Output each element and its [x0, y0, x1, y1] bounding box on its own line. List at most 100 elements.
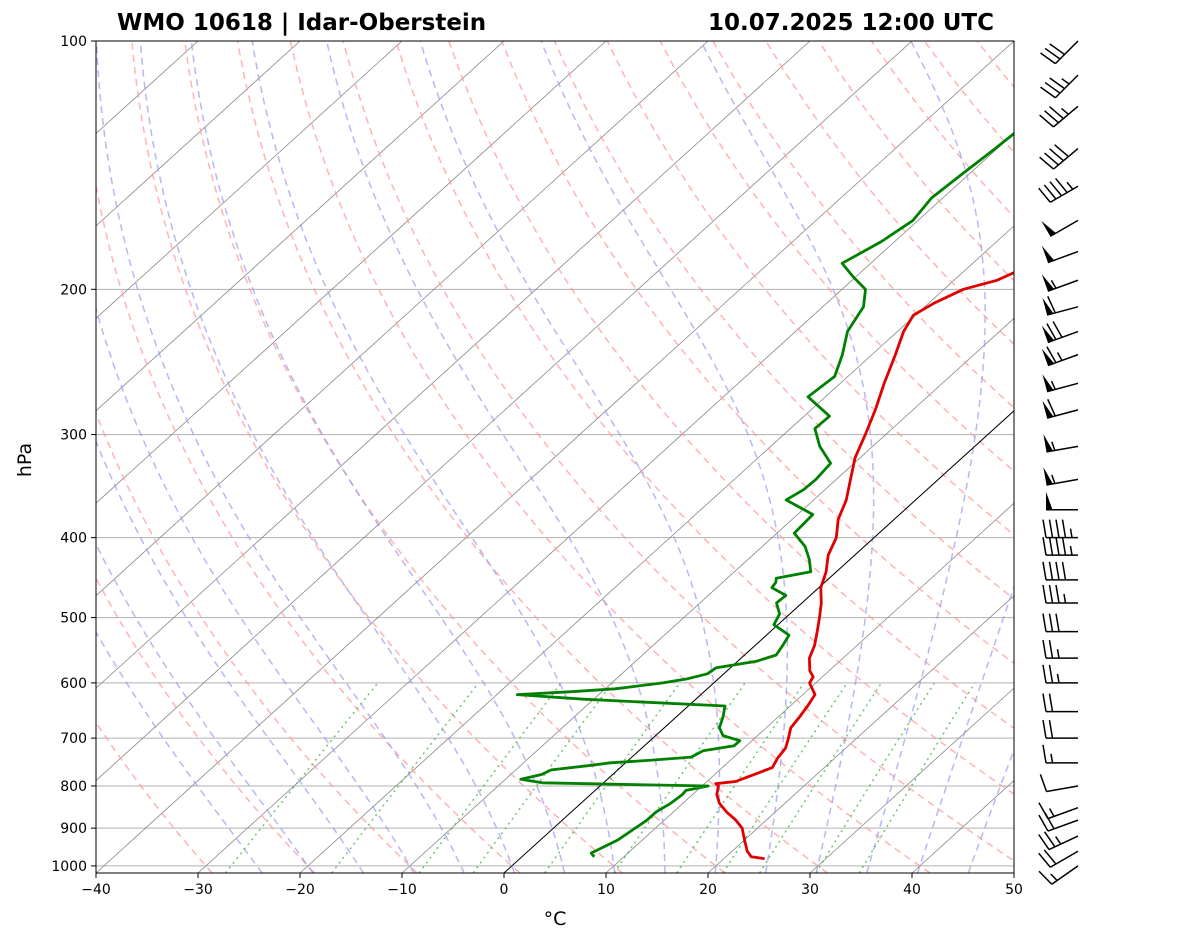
isotherm-line: [96, 41, 811, 689]
moist-adiabat: [419, 41, 721, 873]
wind-barb-full: [1043, 849, 1057, 865]
wind-barb: [1042, 374, 1079, 393]
wind-barb-full: [1042, 720, 1047, 739]
dewpoint-profile: [515, 131, 1014, 858]
wind-barb-staff: [1046, 478, 1079, 486]
zero-isotherm: [503, 410, 1014, 873]
wind-barb: [1038, 865, 1079, 885]
wind-barb-pennant: [1041, 220, 1056, 237]
wind-barb-full: [1039, 774, 1048, 792]
wind-barb-pennant: [1041, 245, 1055, 263]
moist-adiabat: [96, 542, 314, 873]
wind-barb-full: [1038, 187, 1051, 203]
wind-barb-half: [1050, 873, 1058, 882]
wind-barb: [1042, 640, 1078, 659]
wind-barb-full: [1055, 613, 1060, 632]
wind-barb-half: [1050, 753, 1054, 763]
isotherm-line: [707, 595, 1014, 873]
wind-barb: [1043, 467, 1079, 486]
wind-barb: [1042, 399, 1079, 419]
wind-barb: [1042, 584, 1078, 604]
wind-barb-pennant: [1046, 491, 1053, 510]
wind-barb-staff: [1051, 865, 1079, 885]
wind-barb: [1039, 144, 1079, 170]
isotherm-line: [503, 410, 1014, 873]
wind-barb-full: [1048, 613, 1054, 632]
y-tick-label: 900: [60, 821, 87, 837]
wind-barb-full: [1046, 346, 1057, 364]
moist-adiabat: [540, 41, 789, 873]
wind-barb-full: [1048, 561, 1054, 580]
y-tick-label: 1000: [51, 859, 87, 875]
wind-barb-full: [1042, 584, 1047, 604]
mixing-ratio-line: [722, 682, 848, 873]
wind-barb-staff: [1046, 445, 1079, 453]
wind-barb-half: [1051, 441, 1056, 451]
wind-barb-pennant: [1042, 374, 1054, 392]
wind-barb-full: [1048, 693, 1054, 712]
wind-barb-full: [1048, 519, 1054, 538]
wind-barb-pennant: [1041, 274, 1055, 292]
isotherm-line: [197, 132, 1014, 873]
isotherm-line: [96, 41, 913, 782]
mixing-ratio-line: [815, 682, 936, 873]
wind-barb: [1041, 274, 1079, 292]
wind-barb-full: [1061, 519, 1067, 538]
wind-barb-full: [1047, 399, 1056, 417]
wind-barb-full: [1043, 184, 1057, 200]
dry-adiabat: [606, 41, 1014, 536]
wind-barb-full: [1038, 852, 1051, 868]
wind-barb-staff: [1054, 40, 1079, 65]
x-tick-label: 0: [500, 882, 509, 898]
y-tick-label: 800: [60, 779, 87, 795]
dry-adiabat: [553, 41, 1014, 600]
wind-barb-full: [1054, 144, 1069, 158]
wind-barb-full: [1048, 664, 1054, 684]
dry-adiabat: [712, 41, 1014, 409]
axis-ticks: −40 −30 −20 −10 0 10 20 30 40 50 100 200 300 400 500 60…: [51, 34, 1023, 898]
y-axis-label: hPa: [14, 443, 36, 477]
wind-barb-half: [1051, 474, 1056, 484]
wind-barb: [1042, 720, 1078, 739]
wind-barb-full: [1044, 81, 1061, 94]
wind-barb: [1042, 536, 1078, 556]
dry-adiabat: [1083, 41, 1181, 873]
wind-barb-pennant: [1043, 434, 1053, 452]
moist-adiabat: [251, 41, 616, 873]
wind-barb-full: [1048, 536, 1054, 556]
dry-adiabat: [342, 41, 1014, 862]
wind-barb: [1041, 245, 1079, 264]
wind-barb-half: [1054, 836, 1062, 845]
mixing-ratio-line: [858, 682, 976, 873]
isotherm-line: [911, 780, 1014, 873]
moist-adiabat: [866, 41, 986, 873]
wind-barb: [1038, 177, 1079, 203]
wind-barb: [1040, 74, 1079, 99]
wind-barb-staff: [1053, 147, 1079, 170]
wind-barb-half: [1056, 673, 1060, 684]
dry-adiabat: [96, 182, 521, 873]
wind-barb-full: [1048, 720, 1054, 739]
wind-barb: [1038, 802, 1079, 820]
wind-barb-staff: [1054, 74, 1079, 99]
chart-title-date: 10.07.2025 12:00 UTC: [708, 10, 994, 36]
wind-barb: [1041, 346, 1079, 367]
x-tick-label: −40: [81, 882, 111, 898]
wind-barb-full: [1039, 114, 1054, 128]
wind-barb-staff: [1047, 330, 1079, 344]
wind-barb: [1041, 219, 1079, 238]
wind-barb-half: [1061, 107, 1069, 115]
x-tick-label: 10: [597, 882, 615, 898]
wind-barb: [1043, 434, 1079, 453]
wind-barb-full: [1049, 77, 1066, 90]
wind-barb-staff: [1047, 819, 1079, 832]
wind-barb-staff: [1048, 835, 1079, 851]
wind-barb-full: [1042, 536, 1047, 556]
moist-adiabat: [96, 306, 415, 873]
wind-barb: [1040, 40, 1079, 65]
y-tick-label: 200: [60, 282, 87, 298]
wind-barb-full: [1048, 640, 1054, 659]
wind-barb-full: [1042, 664, 1047, 684]
wind-barb-full: [1044, 152, 1059, 166]
